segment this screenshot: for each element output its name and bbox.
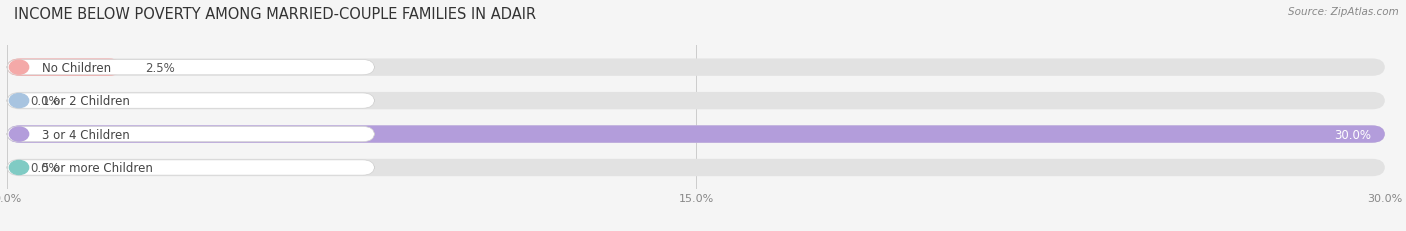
Circle shape [10, 61, 28, 75]
Text: INCOME BELOW POVERTY AMONG MARRIED-COUPLE FAMILIES IN ADAIR: INCOME BELOW POVERTY AMONG MARRIED-COUPL… [14, 7, 536, 22]
FancyBboxPatch shape [7, 59, 1385, 76]
Text: 5 or more Children: 5 or more Children [42, 161, 153, 174]
Circle shape [10, 94, 28, 108]
Text: 2.5%: 2.5% [145, 61, 174, 74]
FancyBboxPatch shape [7, 94, 374, 109]
Circle shape [10, 128, 28, 141]
FancyBboxPatch shape [7, 126, 1385, 143]
Text: Source: ZipAtlas.com: Source: ZipAtlas.com [1288, 7, 1399, 17]
FancyBboxPatch shape [7, 60, 374, 76]
FancyBboxPatch shape [7, 159, 1385, 176]
FancyBboxPatch shape [7, 59, 122, 76]
Text: No Children: No Children [42, 61, 111, 74]
Text: 0.0%: 0.0% [30, 95, 59, 108]
FancyBboxPatch shape [7, 127, 374, 142]
Text: 0.0%: 0.0% [30, 161, 59, 174]
FancyBboxPatch shape [7, 92, 1385, 110]
Circle shape [10, 161, 28, 175]
FancyBboxPatch shape [7, 160, 374, 175]
Text: 1 or 2 Children: 1 or 2 Children [42, 95, 131, 108]
Text: 30.0%: 30.0% [1334, 128, 1371, 141]
Text: 3 or 4 Children: 3 or 4 Children [42, 128, 131, 141]
FancyBboxPatch shape [7, 126, 1385, 143]
